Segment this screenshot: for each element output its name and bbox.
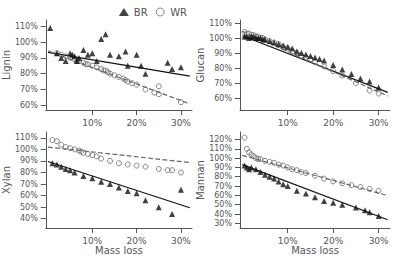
svg-text:60%: 60% [214,191,232,200]
svg-text:70%: 70% [214,79,232,88]
svg-text:80%: 80% [20,69,38,78]
svg-text:110%: 110% [15,22,38,31]
svg-text:30%: 30% [369,118,389,128]
svg-text:100%: 100% [15,38,38,47]
svg-text:70%: 70% [20,180,38,189]
svg-text:100%: 100% [209,154,232,163]
svg-text:110%: 110% [15,133,38,142]
svg-text:Mannan: Mannan [195,160,206,200]
svg-text:70%: 70% [214,182,232,191]
svg-text:80%: 80% [214,64,232,73]
svg-text:10%: 10% [278,118,298,128]
svg-text:Xylan: Xylan [1,166,12,194]
svg-text:20%: 20% [127,118,147,128]
svg-text:110%: 110% [209,19,232,28]
svg-text:100%: 100% [209,34,232,43]
svg-text:100%: 100% [15,145,38,154]
svg-text:60%: 60% [214,94,232,103]
svg-text:40%: 40% [214,210,232,219]
svg-text:90%: 90% [20,53,38,62]
svg-text:Glucan: Glucan [195,48,206,83]
svg-text:70%: 70% [20,85,38,94]
svg-text:30%: 30% [171,118,191,128]
svg-text:80%: 80% [214,172,232,181]
svg-text:30%: 30% [214,219,232,228]
svg-text:30%: 30% [369,236,389,246]
svg-text:90%: 90% [214,163,232,172]
svg-text:90%: 90% [214,49,232,58]
svg-text:30%: 30% [171,236,191,246]
svg-text:20%: 20% [127,236,147,246]
svg-text:80%: 80% [20,168,38,177]
svg-text:Mass loss: Mass loss [95,245,143,256]
svg-text:BR: BR [134,7,148,18]
svg-text:20%: 20% [323,118,343,128]
svg-text:50%: 50% [20,203,38,212]
svg-text:120%: 120% [209,135,232,144]
svg-text:110%: 110% [209,144,232,153]
svg-text:10%: 10% [82,236,102,246]
svg-text:50%: 50% [214,200,232,209]
svg-text:Mass loss: Mass loss [291,245,339,256]
svg-text:20%: 20% [323,236,343,246]
svg-text:10%: 10% [82,118,102,128]
svg-text:60%: 60% [20,191,38,200]
svg-text:Lignin: Lignin [1,50,12,80]
svg-text:WR: WR [170,7,187,18]
svg-text:40%: 40% [20,214,38,223]
svg-text:60%: 60% [20,101,38,110]
svg-text:90%: 90% [20,156,38,165]
svg-text:10%: 10% [278,236,298,246]
